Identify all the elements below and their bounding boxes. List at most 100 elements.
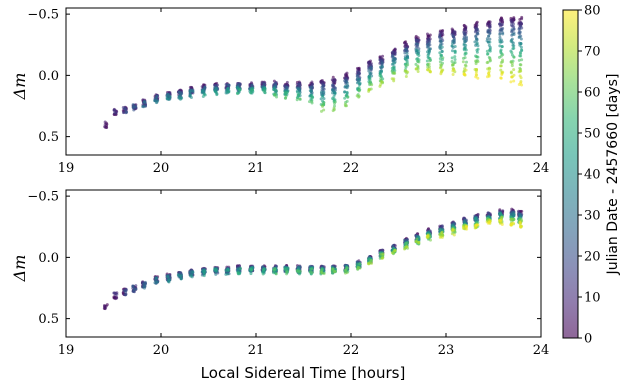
bottom-data-point [461, 225, 465, 229]
bottom-data-point [440, 230, 444, 234]
colorbar-tick-label: 70 [584, 45, 601, 60]
top-data-point [333, 100, 337, 104]
top-data-point [499, 64, 503, 68]
top-data-point [379, 74, 383, 78]
top-data-point [485, 49, 489, 53]
top-data-point [295, 98, 299, 102]
bottom-data-point [511, 221, 515, 225]
colorbar-tick-label: 20 [584, 250, 601, 265]
top-data-point [427, 49, 431, 53]
top-data-point [486, 52, 490, 56]
top-data-point [487, 43, 491, 47]
bottom-data-point [176, 274, 180, 278]
top-data-point [450, 56, 454, 60]
top-data-point [462, 37, 466, 41]
bottom-data-point [202, 274, 206, 278]
top-data-point [427, 62, 431, 66]
top-data-point [307, 100, 311, 104]
bottom-data-point [450, 228, 454, 232]
top-data-point [512, 44, 516, 48]
top-plot-frame [65, 7, 542, 156]
top-data-point [296, 90, 300, 94]
bottom-data-point [474, 223, 478, 227]
top-data-point [333, 91, 337, 95]
top-x-tick-label: 22 [343, 161, 360, 176]
bottom-data-point [103, 306, 107, 310]
top-data-point [392, 71, 396, 75]
bottom-data-point [283, 268, 287, 272]
top-data-point [391, 65, 395, 69]
top-data-point [517, 35, 521, 39]
colorbar-tick-label: 50 [584, 127, 601, 142]
top-data-point [500, 73, 504, 77]
bottom-data-point [331, 267, 335, 271]
top-data-point [519, 45, 523, 49]
bottom-data-point [518, 222, 522, 226]
bottom-data-point [404, 241, 408, 245]
bottom-data-point [334, 267, 338, 271]
top-data-point [474, 75, 478, 79]
bottom-data-point [511, 217, 515, 221]
bottom-data-point [298, 272, 302, 276]
top-data-point [488, 37, 492, 41]
bottom-data-point [261, 272, 265, 276]
top-data-point [283, 96, 287, 100]
top-data-point [517, 82, 521, 86]
bottom-data-point [214, 268, 218, 272]
bottom-data-point [438, 235, 442, 239]
top-data-point [488, 47, 492, 51]
top-data-point [124, 108, 128, 112]
bottom-data-point [132, 288, 136, 292]
top-data-point [517, 58, 521, 62]
top-data-point [322, 108, 326, 112]
top-data-point [452, 35, 456, 39]
top-data-point [476, 60, 480, 64]
top-data-point [453, 58, 457, 62]
top-data-point [519, 21, 523, 25]
top-data-point [440, 49, 444, 53]
top-data-point [501, 32, 505, 36]
bottom-data-point [486, 221, 490, 225]
top-data-point [191, 89, 195, 93]
bottom-data-point [358, 262, 362, 266]
top-data-point [499, 68, 503, 72]
bottom-data-point [142, 282, 146, 286]
top-data-point [330, 83, 334, 87]
colorbar-tick-label: 40 [584, 168, 601, 183]
top-x-tick-label: 24 [533, 161, 550, 176]
top-data-point [370, 83, 374, 87]
top-data-point [155, 95, 159, 99]
top-data-point [343, 102, 347, 106]
top-data-point [357, 77, 361, 81]
top-data-point [298, 97, 302, 101]
bottom-data-point [179, 274, 183, 278]
top-data-point [357, 86, 361, 90]
top-data-point [519, 52, 523, 56]
top-data-point [463, 56, 467, 60]
top-data-point [453, 61, 457, 65]
top-data-point [404, 75, 408, 78]
bottom-data-point [438, 228, 442, 232]
bottom-x-tick-label: 21 [248, 343, 265, 358]
top-data-point [319, 97, 323, 101]
top-data-point [476, 32, 480, 36]
bottom-x-ticks: 19 20 21 22 23 24 [58, 190, 549, 358]
top-data-point [518, 66, 522, 70]
top-data-point [331, 109, 335, 113]
top-data-point [498, 32, 502, 36]
top-data-point [103, 120, 107, 124]
top-x-tick-label: 19 [58, 161, 75, 176]
top-data-point [426, 68, 430, 72]
bottom-data-point [167, 280, 171, 284]
bottom-data-point [179, 277, 183, 281]
bottom-data-point [428, 238, 432, 242]
bottom-data-point [166, 275, 170, 279]
bottom-data-point [131, 284, 135, 288]
bottom-data-point [124, 293, 128, 297]
top-data-point [520, 17, 524, 21]
top-data-point [263, 91, 267, 95]
top-data-point [518, 43, 522, 47]
top-data-point [510, 64, 514, 68]
top-data-point [519, 63, 523, 67]
top-data-point [463, 53, 467, 57]
